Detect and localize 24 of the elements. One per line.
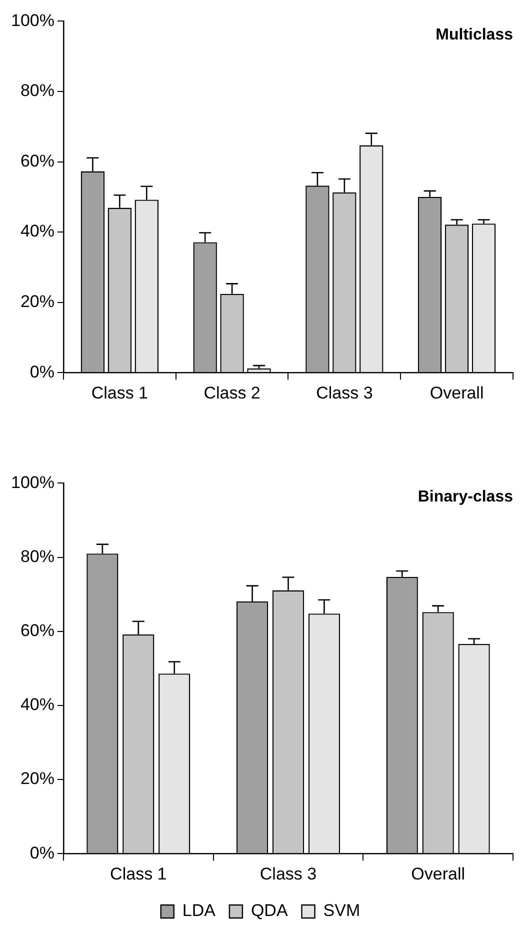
- y-tick-label: 60%: [20, 621, 54, 640]
- y-tick-label: 0%: [30, 362, 54, 382]
- y-tick-label: 20%: [20, 292, 54, 312]
- x-tick-label: Class 1: [91, 383, 148, 402]
- x-tick-label: Class 1: [110, 864, 167, 884]
- x-tick-label: Overall: [411, 864, 466, 884]
- y-tick-label: 60%: [20, 151, 54, 170]
- y-tick-label: 100%: [10, 472, 54, 492]
- x-tick-label: Overall: [430, 383, 484, 402]
- y-tick-label: 100%: [10, 10, 54, 30]
- y-tick-label: 0%: [30, 843, 54, 862]
- chart-title: Multiclass: [436, 26, 514, 44]
- y-tick-label: 40%: [20, 222, 54, 241]
- y-tick-label: 80%: [20, 81, 54, 100]
- y-tick-label: 20%: [20, 769, 54, 788]
- y-tick-label: 80%: [20, 546, 54, 566]
- legend-label: QDA: [250, 901, 288, 920]
- x-tick-label: Class 2: [204, 383, 260, 402]
- x-tick-label: Class 3: [260, 864, 317, 884]
- y-tick-label: 40%: [20, 695, 54, 714]
- x-tick-label: Class 3: [316, 383, 373, 402]
- legend-label: LDA: [182, 901, 216, 920]
- chart-title: Binary-class: [418, 488, 514, 506]
- legend-label: SVM: [323, 901, 360, 920]
